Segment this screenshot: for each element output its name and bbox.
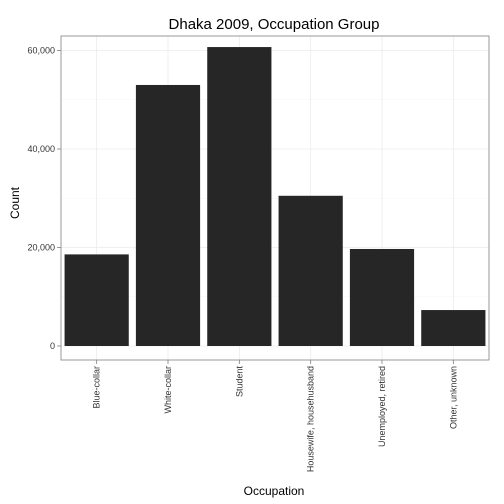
x-tick-label: Other, unknown [448,366,458,429]
plot-panel-border [60,35,490,361]
chart-title: Dhaka 2009, Occupation Group [169,16,380,33]
bar [421,310,486,346]
y-tick-label: 40,000 [27,144,55,154]
bar [64,254,129,346]
y-tick-label: 0 [50,341,55,351]
y-axis: 0 20,000 40,000 60,000 [27,46,61,351]
x-tick-label: Student [234,366,244,398]
x-tick-label: Blue-collar [92,366,102,409]
bars [64,47,486,347]
bar [135,84,201,346]
bar [278,195,343,346]
x-tick-label: Unemployed, retired [377,366,387,447]
bar [207,47,272,347]
y-tick-label: 20,000 [27,243,55,253]
x-tick-label: Housewife, househusband [306,366,316,472]
x-axis-title: Occupation [244,484,305,498]
x-tick-label: White-collar [163,366,173,414]
x-axis: Blue-collar White-collar Student Housewife,… [92,360,458,472]
y-axis-title: Count [8,186,22,219]
bar [349,248,415,346]
y-tick-label: 60,000 [27,46,55,56]
